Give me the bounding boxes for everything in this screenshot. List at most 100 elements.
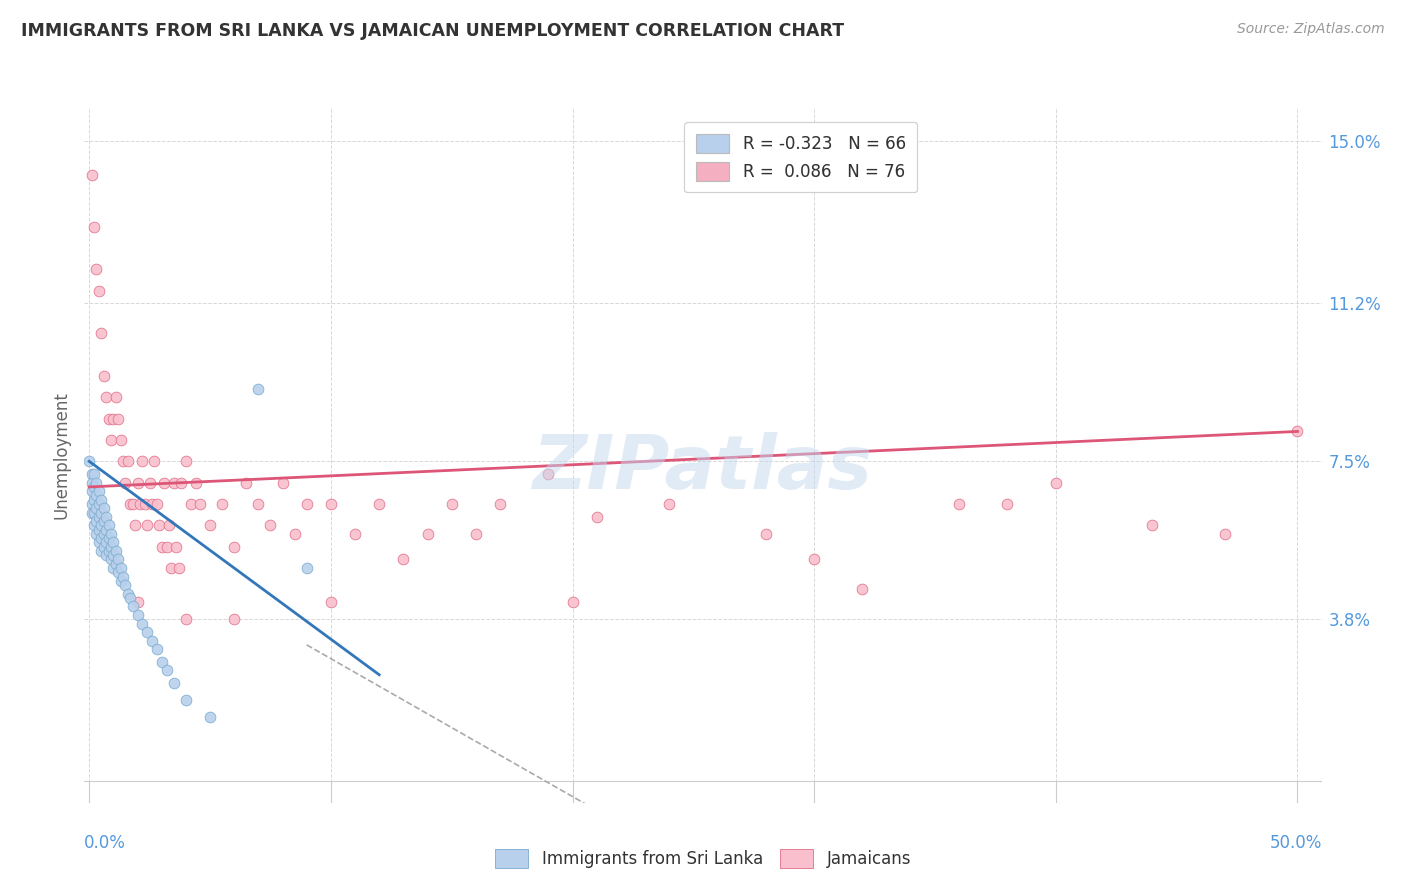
Point [83, 518, 105, 533]
Point [103, 548, 125, 562]
Point [90, 518, 112, 533]
Point [180, 497, 202, 511]
Point [368, 497, 391, 511]
Point [1286, 425, 1309, 439]
Point [143, 454, 166, 468]
Point [112, 454, 135, 468]
Point [104, 557, 127, 571]
Point [93, 540, 115, 554]
Point [1142, 518, 1164, 533]
Point [90, 544, 112, 558]
Point [93, 368, 115, 383]
Point [319, 595, 342, 609]
Point [150, 655, 173, 669]
Point [948, 497, 970, 511]
Point [103, 535, 125, 549]
Point [77, 454, 100, 468]
Point [112, 569, 135, 583]
Point [103, 411, 125, 425]
Point [658, 497, 681, 511]
Point [120, 591, 142, 605]
Point [87, 284, 110, 298]
Point [90, 492, 112, 507]
Point [127, 475, 149, 490]
Point [93, 501, 115, 516]
Point [153, 475, 176, 490]
Point [87, 497, 110, 511]
Point [440, 497, 463, 511]
Point [94, 535, 117, 549]
Text: 50.0%: 50.0% [1270, 834, 1322, 852]
Point [1045, 475, 1067, 490]
Point [165, 540, 187, 554]
Point [80, 484, 103, 499]
Point [155, 664, 177, 678]
Point [93, 514, 115, 528]
Point [295, 561, 318, 575]
Point [83, 506, 105, 520]
Point [997, 497, 1019, 511]
Point [90, 326, 112, 341]
Point [1213, 527, 1236, 541]
Point [235, 475, 257, 490]
Point [131, 616, 153, 631]
Point [184, 475, 207, 490]
Point [120, 497, 142, 511]
Legend: Immigrants from Sri Lanka, Jamaicans: Immigrants from Sri Lanka, Jamaicans [488, 842, 918, 875]
Point [80, 475, 103, 490]
Point [174, 612, 197, 626]
Point [141, 497, 163, 511]
Point [129, 497, 152, 511]
Point [87, 484, 110, 499]
Point [124, 518, 146, 533]
Point [392, 552, 415, 566]
Point [117, 587, 139, 601]
Point [416, 527, 439, 541]
Point [80, 506, 103, 520]
Point [247, 382, 270, 396]
Point [136, 518, 159, 533]
Point [97, 411, 120, 425]
Point [537, 467, 560, 482]
Point [107, 411, 129, 425]
Point [83, 219, 105, 234]
Y-axis label: Unemployment: Unemployment [52, 391, 70, 519]
Text: Source: ZipAtlas.com: Source: ZipAtlas.com [1237, 22, 1385, 37]
Point [100, 540, 122, 554]
Point [97, 531, 120, 545]
Point [224, 612, 246, 626]
Point [134, 497, 156, 511]
Point [138, 475, 160, 490]
Point [157, 518, 180, 533]
Point [224, 540, 246, 554]
Point [94, 548, 117, 562]
Point [86, 262, 108, 277]
Point [83, 492, 105, 507]
Point [259, 518, 281, 533]
Point [104, 390, 127, 404]
Point [284, 527, 307, 541]
Point [114, 578, 136, 592]
Point [127, 607, 149, 622]
Point [86, 514, 108, 528]
Point [83, 467, 105, 482]
Point [90, 531, 112, 545]
Point [163, 475, 186, 490]
Point [319, 497, 342, 511]
Point [87, 535, 110, 549]
Point [127, 595, 149, 609]
Point [83, 480, 105, 494]
Point [343, 527, 366, 541]
Point [561, 595, 583, 609]
Point [155, 540, 177, 554]
Point [174, 693, 197, 707]
Point [211, 497, 233, 511]
Point [103, 561, 125, 575]
Point [94, 509, 117, 524]
Point [198, 710, 221, 724]
Point [110, 574, 132, 588]
Point [87, 509, 110, 524]
Point [167, 561, 190, 575]
Point [755, 527, 778, 541]
Point [90, 506, 112, 520]
